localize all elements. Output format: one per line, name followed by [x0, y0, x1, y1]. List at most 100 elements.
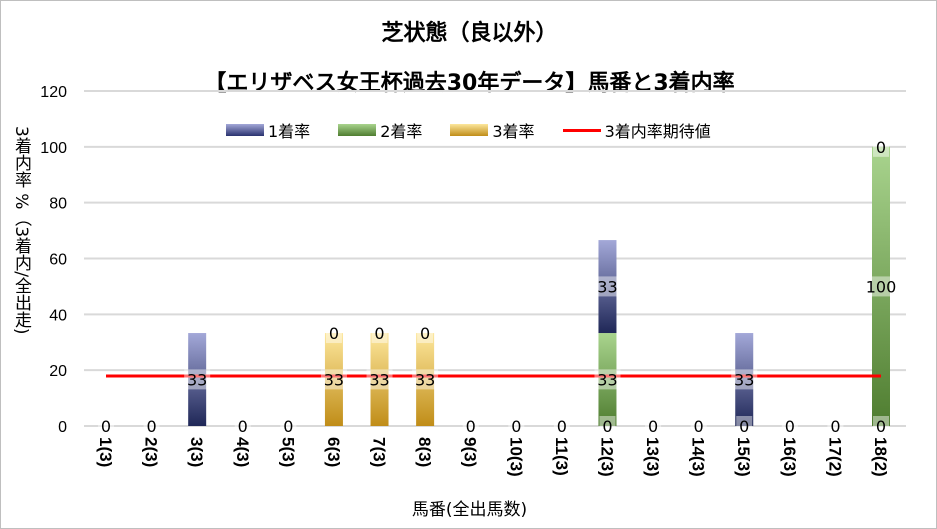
- data-label: 33: [324, 370, 344, 389]
- data-label-bg: [325, 323, 342, 344]
- chart-title: 芝状態（良以外）: [381, 21, 558, 46]
- legend-item-1st: 1着率: [226, 118, 310, 142]
- data-label-bg: [594, 369, 621, 390]
- data-label-bg: [781, 416, 798, 436]
- x-tick-label: 14(3): [689, 437, 708, 477]
- x-tick-label: 2(3): [142, 437, 161, 467]
- data-label-bg: [731, 369, 758, 390]
- x-axis-label: 馬番(全出馬数): [411, 500, 528, 520]
- x-tick-label: 18(2): [871, 437, 890, 477]
- data-label: 0: [146, 417, 156, 436]
- data-label-bg: [827, 416, 844, 436]
- data-label: 0: [694, 417, 704, 436]
- y-tick-label: 80: [49, 196, 67, 213]
- data-label: 0: [466, 417, 476, 436]
- y-tick-label: 0: [58, 419, 67, 436]
- data-label: 0: [648, 417, 658, 436]
- x-tick-label: 9(3): [461, 437, 480, 467]
- data-label-bg: [184, 369, 211, 390]
- data-label: 0: [602, 417, 612, 436]
- data-label: 100: [866, 277, 897, 296]
- data-label: 0: [785, 417, 795, 436]
- bar-segment: [598, 240, 617, 334]
- data-label-bg: [462, 416, 479, 436]
- legend-swatch-3rd: [450, 124, 489, 136]
- x-tick-label: 16(3): [780, 437, 799, 477]
- data-label: 33: [597, 277, 617, 296]
- legend-item-3rd: 3着率: [450, 118, 535, 142]
- data-label: 0: [557, 417, 567, 436]
- data-label: 0: [329, 324, 339, 343]
- data-label: 0: [739, 417, 749, 436]
- x-tick-label: 10(3): [506, 437, 525, 477]
- legend-label: 2着率: [380, 122, 423, 141]
- data-label-bg: [863, 276, 899, 297]
- legend-item-expected: 3着内率期待値: [562, 118, 711, 142]
- legend-item-2nd: 2着率: [338, 118, 422, 142]
- x-tick-label: 15(3): [734, 437, 753, 477]
- data-label: 33: [187, 370, 207, 389]
- data-label-bg: [873, 136, 889, 157]
- legend-label: 1着率: [268, 122, 311, 141]
- data-label-bg: [417, 323, 434, 344]
- x-tick-label: 11(3): [552, 437, 571, 476]
- y-tick-label: 40: [49, 307, 67, 324]
- data-label: 0: [101, 417, 111, 436]
- data-label-bg: [594, 276, 621, 297]
- x-tick-label: 3(3): [187, 437, 206, 467]
- data-label: 33: [369, 370, 389, 389]
- data-label-bg: [599, 416, 616, 436]
- x-tick-label: 5(3): [278, 437, 297, 467]
- legend-swatch-2nd: [338, 124, 377, 136]
- data-label: 33: [597, 370, 617, 389]
- data-label: 0: [238, 417, 248, 436]
- data-label-bg: [371, 323, 388, 344]
- data-label: 0: [420, 324, 430, 343]
- data-label-bg: [645, 416, 662, 436]
- legend: 1着率 2着率 3着率 3着内率期待値: [226, 118, 711, 142]
- data-label-bg: [412, 369, 439, 390]
- x-tick-label: 6(3): [324, 437, 343, 467]
- data-label: 0: [374, 324, 384, 343]
- y-tick-label: 100: [40, 140, 67, 157]
- legend-label: 3着率: [492, 122, 535, 141]
- y-tick-label: 120: [40, 84, 67, 101]
- bar-segment: [598, 333, 617, 426]
- x-tick-label: 13(3): [643, 437, 662, 477]
- data-label: 0: [830, 417, 840, 436]
- y-axis-label: 3着内率 %（3着内/全出走): [11, 126, 31, 335]
- x-tick-label: 8(3): [415, 437, 434, 467]
- bar-segment: [188, 333, 207, 426]
- legend-line-swatch: [562, 128, 601, 132]
- data-label-bg: [280, 416, 297, 436]
- data-label: 0: [876, 417, 886, 436]
- x-tick-label: 17(2): [825, 437, 844, 477]
- data-label: 0: [511, 417, 521, 436]
- data-label-bg: [508, 416, 525, 436]
- bar-segment: [416, 333, 435, 426]
- data-label-bg: [234, 416, 251, 436]
- data-label-bg: [320, 369, 347, 390]
- y-tick-label: 60: [49, 252, 67, 269]
- data-label: 33: [734, 370, 754, 389]
- x-tick-label: 1(3): [96, 437, 115, 467]
- data-label: 33: [415, 370, 435, 389]
- data-label-bg: [736, 416, 753, 436]
- legend-swatch-1st: [226, 124, 264, 136]
- x-tick-label: 4(3): [233, 437, 252, 467]
- bar-segment: [370, 333, 389, 426]
- legend-label: 3着内率期待値: [604, 122, 711, 141]
- bar-segment: [735, 333, 754, 426]
- data-label-bg: [143, 416, 160, 436]
- data-label-bg: [553, 416, 570, 436]
- bar-segment: [872, 146, 890, 427]
- x-tick-label: 12(3): [597, 437, 616, 477]
- y-tick-label: 20: [49, 363, 67, 380]
- bar-segment: [324, 333, 343, 426]
- data-label: 0: [283, 417, 293, 436]
- data-label-bg: [873, 416, 889, 436]
- data-label-bg: [366, 369, 393, 390]
- data-label-bg: [690, 416, 707, 436]
